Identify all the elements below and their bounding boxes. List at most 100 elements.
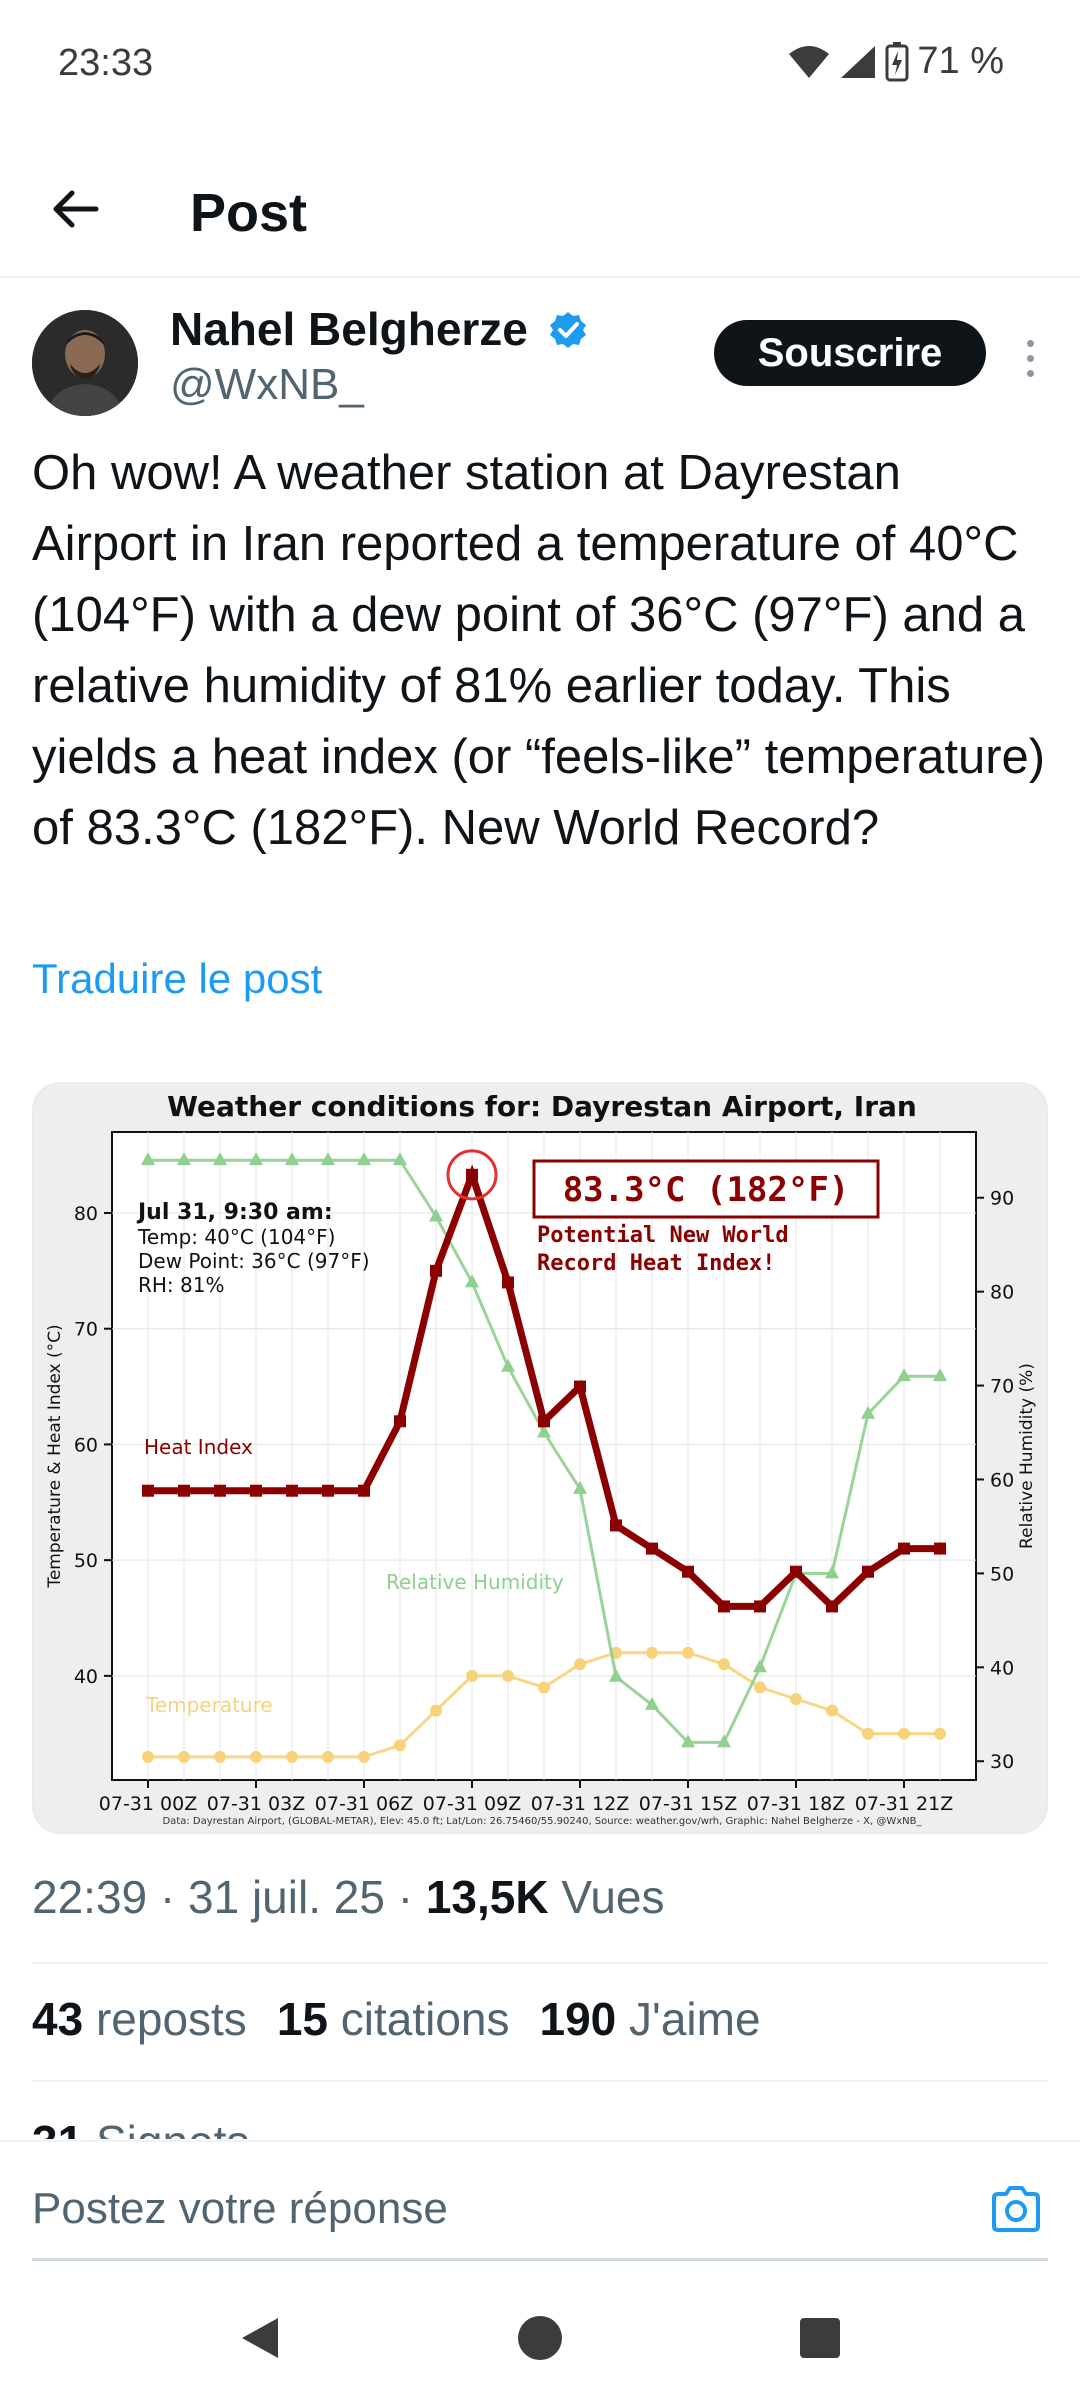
divider (32, 2080, 1048, 2082)
label-heat-index: Heat Index (144, 1435, 253, 1459)
temperature-point (718, 1658, 730, 1671)
arrow-left-icon (50, 189, 100, 234)
nav-home-button[interactable] (510, 2310, 570, 2370)
temperature-point (322, 1750, 334, 1763)
avatar[interactable] (32, 310, 138, 416)
more-options-button[interactable] (1010, 328, 1050, 388)
temperature-point (430, 1704, 442, 1717)
temperature-point (790, 1693, 802, 1705)
circle-home-icon (516, 2314, 564, 2367)
back-button[interactable] (40, 176, 110, 246)
chart-svg: Weather conditions for: Dayrestan Airpor… (45, 1090, 1037, 1827)
y-tick-label: 80 (74, 1203, 98, 1225)
camera-icon (988, 2186, 1044, 2242)
obs-temp: Temp: 40°C (104°F) (137, 1225, 335, 1249)
record-text-1: Potential New World (537, 1223, 789, 1248)
y2-axis-label: Relative Humidity (%) (1017, 1363, 1037, 1549)
heat-index-point (250, 1484, 262, 1497)
temperature-point (214, 1750, 226, 1763)
heat-index-point (862, 1565, 874, 1578)
y2-tick-label: 90 (990, 1188, 1014, 1210)
heat-index-point (394, 1415, 406, 1428)
obs-title: Jul 31, 9:30 am: (136, 1200, 333, 1225)
likes-stat[interactable]: 190 J'aime (540, 1992, 761, 2046)
x-tick-label: 07-31 21Z (855, 1793, 953, 1815)
temperature-point (682, 1646, 694, 1659)
heat-index-point (466, 1168, 478, 1181)
heat-index-point (790, 1565, 802, 1578)
y-axis-label: Temperature & Heat Index (°C) (45, 1324, 65, 1588)
meta-separator: · (397, 1871, 426, 1923)
humidity-point (537, 1424, 551, 1438)
x-tick-label: 07-31 15Z (639, 1793, 737, 1815)
y2-tick-label: 70 (990, 1376, 1014, 1398)
y2-tick-label: 80 (990, 1282, 1014, 1304)
subscribe-button[interactable]: Souscrire (714, 320, 986, 386)
humidity-point (501, 1358, 515, 1372)
humidity-point (753, 1659, 767, 1673)
peak-value-box (532, 1159, 880, 1219)
nav-back-button[interactable] (230, 2310, 290, 2370)
temperature-point (646, 1646, 658, 1659)
bookmarks-stat[interactable]: 31 Signets (32, 2115, 249, 2139)
reply-input[interactable]: Postez votre réponse (32, 2184, 448, 2233)
x-tick-label: 07-31 03Z (207, 1793, 305, 1815)
heat-index-point (286, 1484, 298, 1497)
y-tick-label: 60 (74, 1434, 98, 1456)
post-meta: 22:39 · 31 juil. 25 · 13,5K Vues (32, 1870, 665, 1924)
y-tick-label: 50 (74, 1550, 98, 1572)
heat-index-point (826, 1600, 838, 1613)
temperature-point (934, 1727, 946, 1740)
temperature-point (826, 1704, 838, 1717)
x-tick-label: 07-31 06Z (315, 1793, 413, 1815)
views-count: 13,5K (425, 1871, 549, 1923)
wifi-icon (787, 44, 831, 80)
humidity-point (825, 1565, 839, 1579)
heat-index-point (214, 1484, 226, 1497)
author-row: Nahel Belgherze @WxNB_ Souscrire (0, 300, 1080, 430)
humidity-point (465, 1274, 479, 1288)
record-text-2: Record Heat Index! (537, 1251, 775, 1276)
triangle-back-icon (238, 2314, 282, 2367)
temperature-point (142, 1750, 154, 1763)
views-label: Vues (561, 1871, 665, 1923)
label-relative-humidity: Relative Humidity (386, 1570, 564, 1594)
humidity-point (933, 1368, 947, 1382)
quotes-stat[interactable]: 15 citations (277, 1992, 510, 2046)
camera-button[interactable] (988, 2182, 1048, 2242)
nav-recents-button[interactable] (790, 2310, 850, 2370)
temperature-point (898, 1727, 910, 1740)
temperature-point (502, 1669, 514, 1682)
heat-index-point (682, 1565, 694, 1578)
reply-bar: Postez votre réponse (0, 2140, 1080, 2280)
author-handle[interactable]: @WxNB_ (170, 360, 364, 409)
translate-link[interactable]: Traduire le post (32, 955, 323, 1002)
heat-index-point (898, 1542, 910, 1555)
more-dot-icon (1026, 369, 1034, 377)
divider (32, 1962, 1048, 1964)
y2-tick-label: 40 (990, 1657, 1014, 1679)
post-media-chart[interactable]: Weather conditions for: Dayrestan Airpor… (32, 1082, 1048, 1834)
chart-title: Weather conditions for: Dayrestan Airpor… (167, 1090, 917, 1123)
battery-charging-icon (885, 41, 909, 82)
reposts-stat[interactable]: 43 reposts (32, 1992, 247, 2046)
battery-percent: 71 % (917, 40, 1004, 82)
humidity-point (249, 1152, 263, 1166)
post-time: 22:39 (32, 1871, 148, 1923)
y2-tick-label: 50 (990, 1563, 1014, 1585)
author-name[interactable]: Nahel Belgherze (170, 303, 528, 355)
quotes-count: 15 (276, 1993, 328, 2045)
y-tick-label: 70 (74, 1319, 98, 1341)
heat-index-point (322, 1484, 334, 1497)
chart-series (141, 1149, 947, 1763)
humidity-point (897, 1368, 911, 1382)
temperature-point (178, 1750, 190, 1763)
x-tick-label: 07-31 09Z (423, 1793, 521, 1815)
heat-index-point (718, 1600, 730, 1613)
humidity-point (177, 1152, 191, 1166)
post-stats: 43 reposts 15 citations 190 J'aime (32, 1992, 761, 2046)
verified-badge-icon (548, 310, 588, 355)
bookmarks-label: Signets (96, 2116, 249, 2139)
humidity-point (861, 1405, 875, 1419)
system-nav-bar (0, 2280, 1080, 2400)
